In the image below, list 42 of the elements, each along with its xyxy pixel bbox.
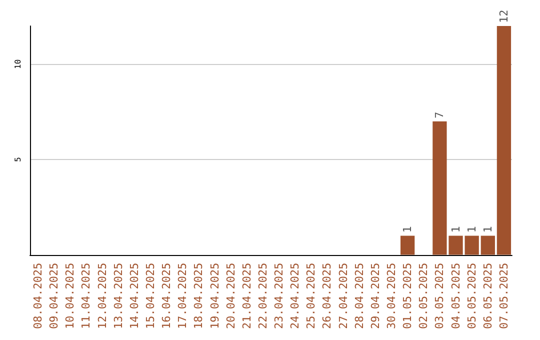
data-label: 1 — [481, 226, 494, 233]
data-label: 7 — [433, 112, 446, 118]
x-tick-label: 05.05.2025 — [465, 262, 478, 330]
x-tick-label: 09.04.2025 — [48, 262, 61, 330]
x-tick-label: 22.04.2025 — [256, 262, 270, 330]
x-tick-label: 20.04.2025 — [224, 262, 238, 330]
x-tick-label: 15.04.2025 — [144, 262, 157, 330]
y-tick-label: 10 — [14, 59, 22, 69]
x-tick-label: 07.05.2025 — [497, 262, 510, 330]
x-tick-label: 17.04.2025 — [176, 262, 190, 330]
x-tick-label: 19.04.2025 — [208, 262, 222, 330]
x-tick-label: 21.04.2025 — [240, 262, 254, 330]
x-tick-label: 25.04.2025 — [304, 262, 318, 330]
data-label: 1 — [449, 226, 462, 233]
x-tick-label: 30.04.2025 — [385, 262, 398, 330]
x-tick-label: 06.05.2025 — [481, 262, 494, 330]
data-label: 1 — [465, 226, 478, 233]
x-tick-label: 10.04.2025 — [64, 262, 77, 330]
x-tick-label: 18.04.2025 — [192, 262, 206, 330]
x-tick-label: 02.05.2025 — [417, 262, 430, 330]
data-label: 1 — [401, 226, 414, 233]
x-tick-label: 28.04.2025 — [352, 262, 366, 330]
bar — [496, 26, 512, 255]
x-tick-label: 04.05.2025 — [449, 262, 462, 330]
x-tick-label: 01.05.2025 — [401, 262, 414, 330]
x-tick-label: 12.04.2025 — [96, 262, 109, 330]
bar — [400, 236, 415, 255]
x-tick-label: 13.04.2025 — [112, 262, 125, 330]
bar — [480, 236, 495, 255]
bar — [464, 236, 479, 255]
data-label: 12 — [497, 10, 510, 23]
x-tick-label: 27.04.2025 — [336, 262, 350, 330]
x-tick-label: 14.04.2025 — [128, 262, 141, 330]
x-tick-label: 11.04.2025 — [80, 262, 93, 330]
x-tick-label: 03.05.2025 — [433, 262, 446, 330]
x-tick-label: 23.04.2025 — [272, 262, 286, 330]
y-tick-label: 5 — [14, 156, 22, 162]
x-tick-label: 29.04.2025 — [368, 262, 382, 330]
x-tick-label: 24.04.2025 — [288, 262, 302, 330]
x-tick-label: 08.04.2025 — [32, 262, 45, 330]
x-tick-label: 16.04.2025 — [160, 262, 174, 330]
x-tick-label: 26.04.2025 — [320, 262, 334, 330]
